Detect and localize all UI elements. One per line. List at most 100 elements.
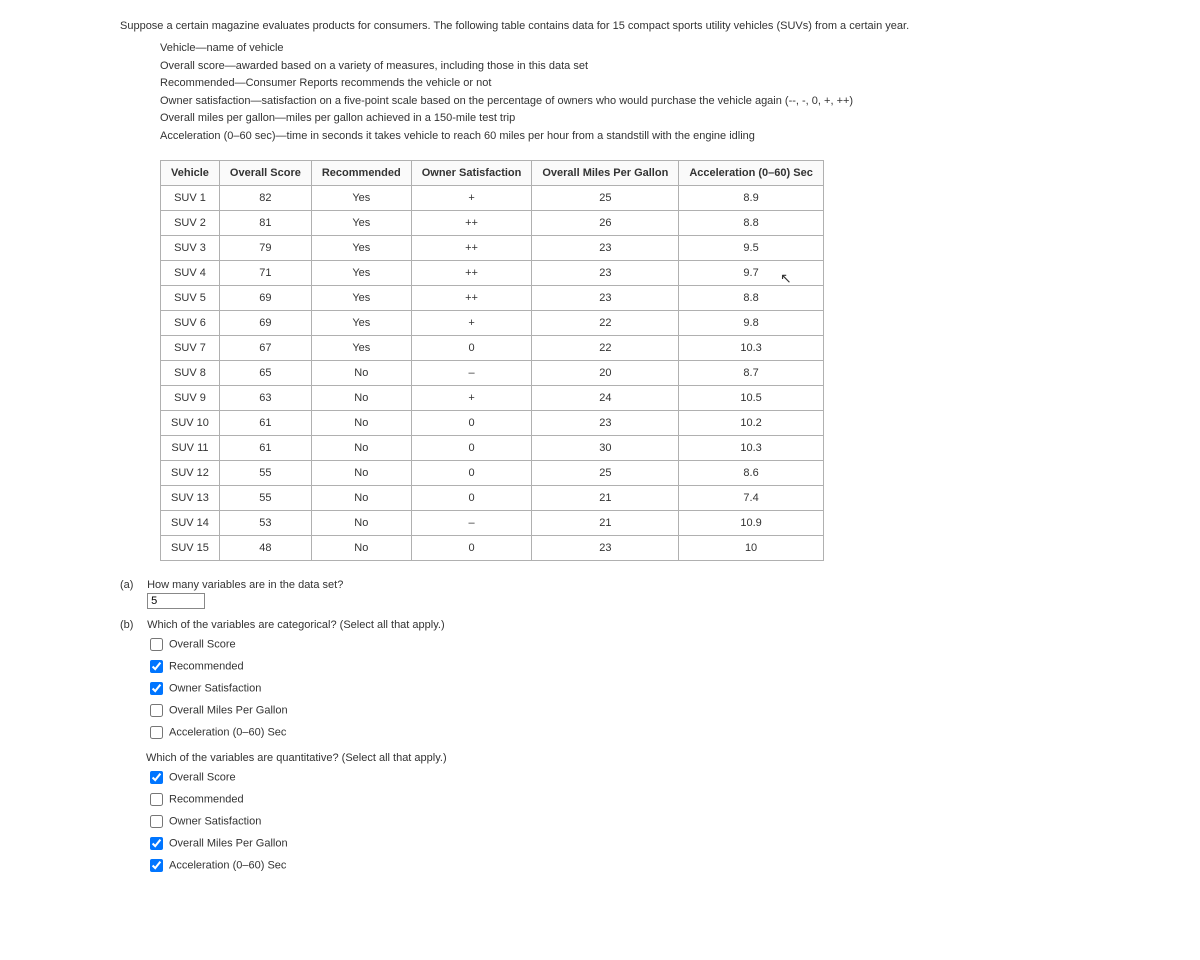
table-row: SUV 669Yes+229.8 xyxy=(161,310,824,335)
table-cell: ++ xyxy=(411,260,532,285)
table-cell: Yes xyxy=(311,185,411,210)
quantitative-option[interactable]: Owner Satisfaction xyxy=(146,812,1170,831)
table-cell: 8.8 xyxy=(679,210,824,235)
table-cell: SUV 1 xyxy=(161,185,220,210)
table-cell: ++ xyxy=(411,210,532,235)
categorical-option[interactable]: Owner Satisfaction xyxy=(146,679,1170,698)
def-line: Overall miles per gallon—miles per gallo… xyxy=(160,110,1170,128)
quantitative-checkbox[interactable] xyxy=(150,859,163,872)
table-cell: 8.7 xyxy=(679,360,824,385)
table-cell: SUV 5 xyxy=(161,285,220,310)
question-b-options: Overall Score Recommended Owner Satisfacti… xyxy=(146,635,1170,742)
table-cell: 25 xyxy=(532,185,679,210)
table-row: SUV 1161No03010.3 xyxy=(161,435,824,460)
table-cell: 23 xyxy=(532,535,679,560)
table-cell: 10.3 xyxy=(679,435,824,460)
table-cell: SUV 13 xyxy=(161,485,220,510)
table-row: SUV 1453No–2110.9 xyxy=(161,510,824,535)
question-a-input[interactable] xyxy=(147,593,205,609)
table-cell: 8.9 xyxy=(679,185,824,210)
table-cell: 10.3 xyxy=(679,335,824,360)
question-b-label: (b) xyxy=(120,619,144,631)
table-cell: 23 xyxy=(532,260,679,285)
table-cell: 61 xyxy=(219,435,311,460)
table-row: SUV 471Yes++239.7 xyxy=(161,260,824,285)
table-cell: 55 xyxy=(219,460,311,485)
table-cell: 23 xyxy=(532,410,679,435)
table-cell: 9.7 xyxy=(679,260,824,285)
table-cell: 0 xyxy=(411,335,532,360)
intro-text: Suppose a certain magazine evaluates pro… xyxy=(120,20,1170,32)
table-cell: No xyxy=(311,410,411,435)
table-cell: 63 xyxy=(219,385,311,410)
categorical-option-label: Owner Satisfaction xyxy=(169,682,261,694)
categorical-checkbox[interactable] xyxy=(150,726,163,739)
table-cell: 65 xyxy=(219,360,311,385)
table-cell: SUV 7 xyxy=(161,335,220,360)
col-mpg: Overall Miles Per Gallon xyxy=(532,160,679,185)
categorical-checkbox[interactable] xyxy=(150,638,163,651)
table-cell: 21 xyxy=(532,510,679,535)
quantitative-checkbox[interactable] xyxy=(150,815,163,828)
question-b: (b) Which of the variables are categoric… xyxy=(120,619,1170,631)
table-cell: Yes xyxy=(311,310,411,335)
table-cell: – xyxy=(411,510,532,535)
col-owner-satisfaction: Owner Satisfaction xyxy=(411,160,532,185)
categorical-option[interactable]: Recommended xyxy=(146,657,1170,676)
categorical-option[interactable]: Acceleration (0–60) Sec xyxy=(146,723,1170,742)
categorical-option-label: Recommended xyxy=(169,660,244,672)
categorical-checkbox[interactable] xyxy=(150,682,163,695)
table-cell: 8.8 xyxy=(679,285,824,310)
question-b-text: Which of the variables are categorical? … xyxy=(147,619,445,631)
categorical-option-label: Overall Score xyxy=(169,638,236,650)
table-cell: 8.6 xyxy=(679,460,824,485)
table-row: SUV 767Yes02210.3 xyxy=(161,335,824,360)
categorical-checkbox[interactable] xyxy=(150,660,163,673)
table-row: SUV 569Yes++238.8 xyxy=(161,285,824,310)
table-cell: ++ xyxy=(411,285,532,310)
table-cell: 25 xyxy=(532,460,679,485)
table-cell: 10 xyxy=(679,535,824,560)
quantitative-checkbox[interactable] xyxy=(150,771,163,784)
table-cell: 23 xyxy=(532,235,679,260)
quantitative-option[interactable]: Overall Score xyxy=(146,768,1170,787)
table-cell: + xyxy=(411,185,532,210)
col-vehicle: Vehicle xyxy=(161,160,220,185)
table-cell: SUV 14 xyxy=(161,510,220,535)
quantitative-option[interactable]: Recommended xyxy=(146,790,1170,809)
table-cell: 21 xyxy=(532,485,679,510)
question-b2-options: Overall Score Recommended Owner Satisfacti… xyxy=(146,768,1170,875)
table-cell: 0 xyxy=(411,460,532,485)
quantitative-checkbox[interactable] xyxy=(150,793,163,806)
table-row: SUV 1355No0217.4 xyxy=(161,485,824,510)
quantitative-option-label: Overall Miles Per Gallon xyxy=(169,837,288,849)
table-cell: 71 xyxy=(219,260,311,285)
table-cell: No xyxy=(311,435,411,460)
table-cell: SUV 10 xyxy=(161,410,220,435)
def-line: Vehicle—name of vehicle xyxy=(160,40,1170,58)
col-recommended: Recommended xyxy=(311,160,411,185)
table-cell: 23 xyxy=(532,285,679,310)
table-cell: 10.5 xyxy=(679,385,824,410)
table-cell: SUV 3 xyxy=(161,235,220,260)
quantitative-option[interactable]: Acceleration (0–60) Sec xyxy=(146,856,1170,875)
table-cell: SUV 6 xyxy=(161,310,220,335)
table-cell: No xyxy=(311,535,411,560)
table-cell: 0 xyxy=(411,435,532,460)
table-cell: SUV 9 xyxy=(161,385,220,410)
categorical-checkbox[interactable] xyxy=(150,704,163,717)
question-b2-text: Which of the variables are quantitative?… xyxy=(146,752,1170,764)
quantitative-option[interactable]: Overall Miles Per Gallon xyxy=(146,834,1170,853)
table-cell: 10.2 xyxy=(679,410,824,435)
quantitative-option-label: Owner Satisfaction xyxy=(169,815,261,827)
categorical-option[interactable]: Overall Miles Per Gallon xyxy=(146,701,1170,720)
table-cell: 67 xyxy=(219,335,311,360)
quantitative-option-label: Recommended xyxy=(169,793,244,805)
table-cell: 55 xyxy=(219,485,311,510)
table-cell: No xyxy=(311,385,411,410)
table-cell: No xyxy=(311,510,411,535)
categorical-option[interactable]: Overall Score xyxy=(146,635,1170,654)
table-cell: No xyxy=(311,360,411,385)
quantitative-checkbox[interactable] xyxy=(150,837,163,850)
table-cell: SUV 2 xyxy=(161,210,220,235)
